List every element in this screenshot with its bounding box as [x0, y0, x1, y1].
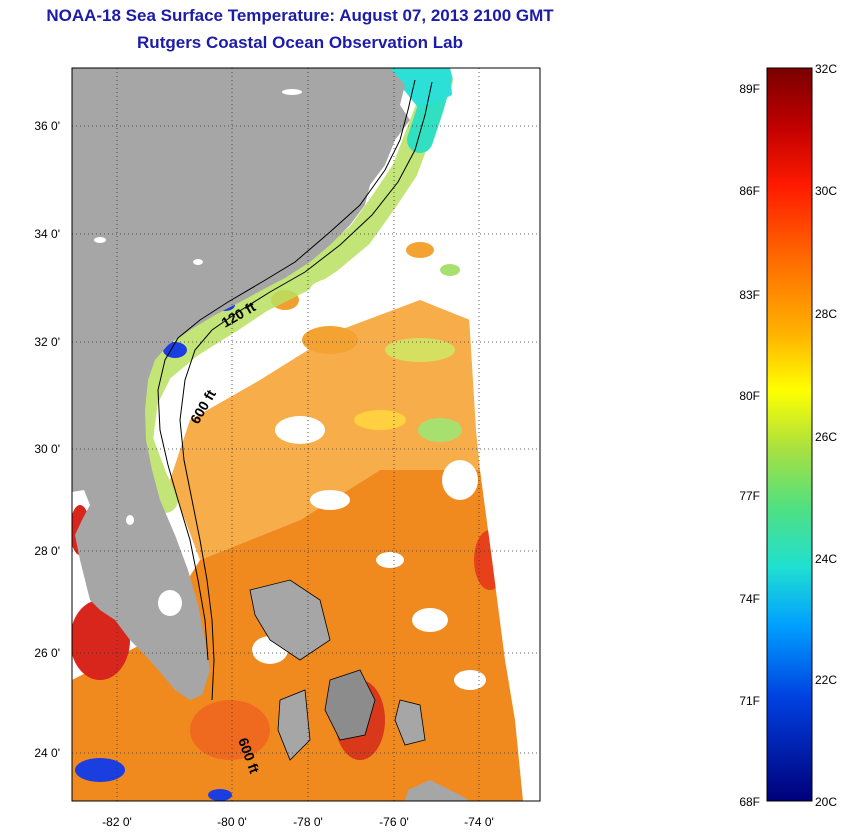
lon-label-74: -74 0': [464, 815, 494, 829]
lat-label-28: 28 0': [34, 544, 60, 558]
lake-okeechobee: [158, 590, 182, 616]
map-title: NOAA-18 Sea Surface Temperature: August …: [46, 6, 554, 25]
sst-cyan-cap: [390, 68, 452, 110]
lat-label-36: 36 0': [34, 119, 60, 133]
colorbar-label-86f: 86F: [739, 184, 760, 198]
bahamas-bank: [394, 699, 426, 746]
cuba-land: [405, 780, 470, 801]
colorbar: [766, 67, 813, 802]
colorbar-label-26c: 26C: [815, 430, 837, 444]
colorbar-label-22c: 22C: [815, 673, 837, 687]
colorbar-label-71f: 71F: [739, 694, 760, 708]
bahamas-bank: [249, 579, 331, 661]
colorbar-label-32c: 32C: [815, 62, 837, 76]
sst-cold-spot: [75, 758, 125, 782]
sst-patch: [354, 410, 406, 430]
cloud-gap: [275, 416, 325, 444]
lake: [282, 89, 302, 95]
colorbar-label-68f: 68F: [739, 795, 760, 809]
colorbar-label-30c: 30C: [815, 184, 837, 198]
sst-hot-patch: [190, 700, 270, 760]
lon-label-82: -82 0': [102, 815, 132, 829]
cloud-gap: [442, 460, 478, 500]
lon-label-78: -78 0': [293, 815, 323, 829]
lake: [94, 237, 106, 243]
isobath-120ft: [157, 79, 416, 661]
lat-label-32: 32 0': [34, 335, 60, 349]
colorbar-label-74f: 74F: [739, 592, 760, 606]
lat-label-30: 30 0': [34, 442, 60, 456]
lat-label-34: 34 0': [34, 227, 60, 241]
colorbar-label-89f: 89F: [739, 82, 760, 96]
colorbar-label-24c: 24C: [815, 552, 837, 566]
lake: [126, 515, 134, 525]
colorbar-label-83f: 83F: [739, 288, 760, 302]
sst-patch: [440, 264, 460, 276]
lat-label-24: 24 0': [34, 746, 60, 760]
colorbar-label-28c: 28C: [815, 307, 837, 321]
map-border: [71, 67, 541, 802]
cloud-gap: [376, 552, 404, 568]
sst-patch: [418, 418, 462, 442]
lon-label-80: -80 0': [217, 815, 247, 829]
bahamas-bank: [277, 689, 311, 761]
cloud-gap: [310, 276, 390, 304]
sst-cold-spot: [208, 789, 232, 801]
bahamas-bank: [324, 669, 376, 741]
lake: [193, 259, 203, 265]
sst-patch: [302, 326, 358, 354]
lat-label-26: 26 0': [34, 646, 60, 660]
colorbar-label-80f: 80F: [739, 389, 760, 403]
isobath-600ft: [179, 81, 433, 701]
colorbar-label-20c: 20C: [815, 795, 837, 809]
colorbar-label-77f: 77F: [739, 489, 760, 503]
cloud-gap: [454, 670, 486, 690]
cloud-gap: [412, 608, 448, 632]
map-subtitle: Rutgers Coastal Ocean Observation Lab: [137, 33, 463, 52]
lon-label-76: -76 0': [379, 815, 409, 829]
sst-patch: [385, 338, 455, 362]
cloud-gap: [310, 490, 350, 510]
sst-patch: [406, 242, 434, 258]
land-mass: [72, 68, 410, 700]
